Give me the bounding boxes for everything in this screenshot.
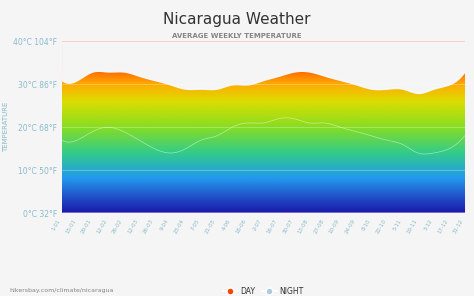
Text: Nicaragua Weather: Nicaragua Weather bbox=[163, 12, 311, 27]
Text: hikersbay.com/climate/nicaragua: hikersbay.com/climate/nicaragua bbox=[9, 288, 114, 293]
Y-axis label: TEMPERATURE: TEMPERATURE bbox=[2, 102, 9, 152]
Text: AVERAGE WEEKLY TEMPERATURE: AVERAGE WEEKLY TEMPERATURE bbox=[172, 33, 302, 38]
Legend: DAY, NIGHT: DAY, NIGHT bbox=[220, 284, 306, 296]
